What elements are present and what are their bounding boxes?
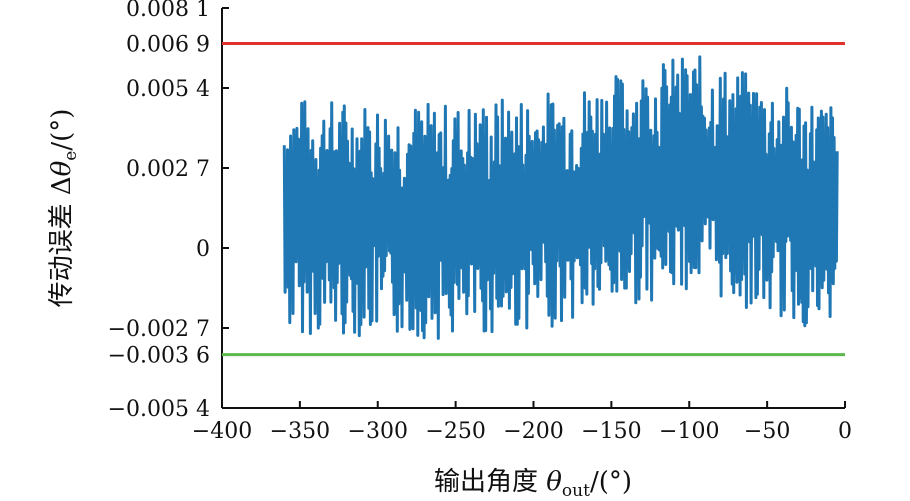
x-tick-label: 0 — [838, 419, 852, 444]
x-tick-label: −50 — [744, 419, 790, 444]
series-line-transmission-error — [282, 55, 839, 340]
plot-area — [222, 42, 845, 357]
x-axis-title-symbol: θ — [546, 467, 562, 497]
y-axis-title-suffix: /(°) — [47, 109, 77, 151]
x-axis-title: 输出角度 θout/(°) — [434, 467, 632, 501]
x-tick-label: −300 — [348, 419, 408, 444]
x-tick-label: −350 — [270, 419, 330, 444]
x-axis-title-prefix: 输出角度 — [434, 467, 546, 497]
x-ticks: −400 −350 −300 −250 −200 −150 −100 −50 0 — [192, 401, 852, 444]
y-axis-title: 传动误差 Δθe/(°) — [47, 109, 81, 308]
x-tick-label: −250 — [425, 419, 485, 444]
y-tick-label: 0.008 1 — [126, 0, 210, 22]
y-tick-label: 0 — [196, 237, 210, 262]
y-axis-title-symbol: θ — [47, 160, 77, 176]
x-tick-label: −150 — [581, 419, 641, 444]
y-axis-title-subscript: e — [61, 151, 81, 161]
y-tick-label: −0.003 6 — [108, 344, 210, 369]
y-tick-label: −0.002 7 — [108, 317, 210, 342]
y-ticks: −0.005 4 −0.003 6−0.002 7 0 0.002 7 0.005 4 0… — [108, 0, 229, 422]
y-tick-label: 0.006 9 — [126, 33, 210, 58]
y-tick-label: 0.002 7 — [126, 157, 210, 182]
x-tick-label: −100 — [659, 419, 719, 444]
x-tick-label: −400 — [192, 419, 252, 444]
y-tick-label: −0.005 4 — [108, 397, 210, 422]
y-tick-label: 0.005 4 — [126, 77, 210, 102]
x-axis-title-subscript: out — [562, 481, 590, 501]
y-axis-title-prefix: 传动误差 Δ — [47, 176, 77, 307]
x-axis-title-suffix: /(°) — [590, 467, 632, 497]
x-tick-label: −200 — [503, 419, 563, 444]
